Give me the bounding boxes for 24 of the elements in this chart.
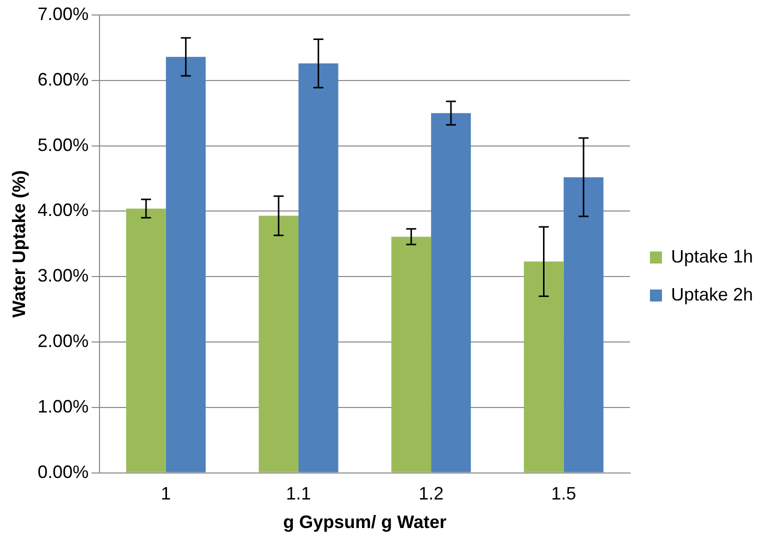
- legend-label: Uptake 2h: [670, 284, 754, 304]
- y-tick-label: 0.00%: [38, 462, 89, 482]
- bar: [524, 262, 564, 472]
- bar: [166, 56, 206, 472]
- x-axis-title: g Gypsum/ g Water: [283, 512, 446, 532]
- y-tick-label: 4.00%: [38, 200, 89, 220]
- y-tick-label: 1.00%: [38, 396, 89, 416]
- y-tick-label: 3.00%: [38, 266, 89, 286]
- x-tick-label: 1: [160, 484, 171, 504]
- legend-label: Uptake 1h: [670, 246, 754, 266]
- bar: [126, 208, 166, 472]
- bar: [391, 236, 432, 472]
- y-tick-label: 6.00%: [38, 69, 89, 90]
- y-tick-label: 7.00%: [38, 4, 89, 24]
- bar: [298, 63, 338, 472]
- bar: [564, 177, 604, 472]
- bar: [258, 216, 299, 472]
- x-tick-label: 1.5: [551, 484, 576, 504]
- x-tick-label: 1.1: [286, 484, 312, 504]
- y-tick-label: 2.00%: [38, 330, 89, 351]
- bar: [431, 113, 471, 472]
- y-axis-title: Water Uptake (%): [8, 170, 29, 318]
- x-tick-label: 1.2: [418, 484, 444, 504]
- y-tick-label: 5.00%: [38, 134, 89, 155]
